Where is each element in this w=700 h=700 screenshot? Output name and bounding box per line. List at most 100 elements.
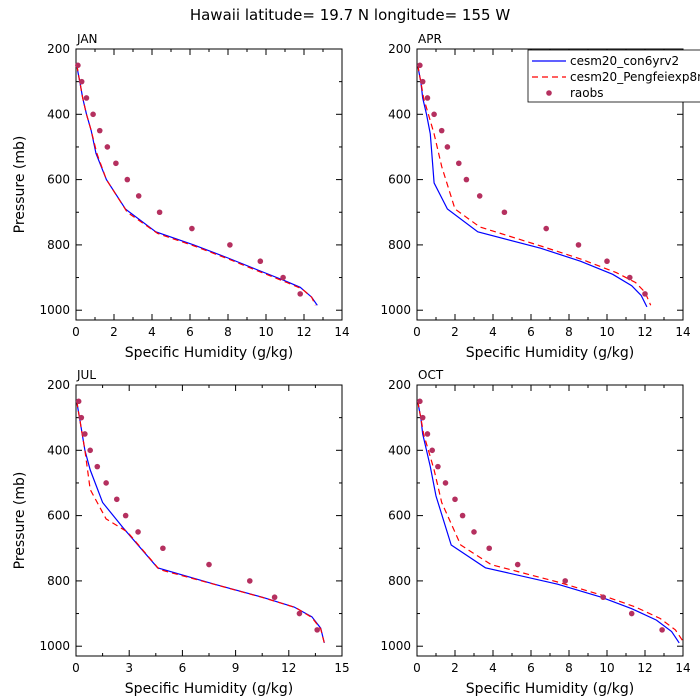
- panel-jul-series-raobs-point: [246, 578, 253, 584]
- panel-jan-xtick-label: 0: [72, 325, 80, 339]
- panel-jul-series-raobs-point: [206, 561, 212, 568]
- panel-oct-xtick-label: 12: [637, 661, 652, 675]
- panel-apr-series-raobs-point: [417, 62, 423, 69]
- figure-title: Hawaii latitude= 19.7 N longitude= 155 W: [190, 6, 510, 24]
- panel-oct-x-axis-title: Specific Humidity (g/kg): [466, 681, 634, 697]
- legend-marker-raobs: [546, 90, 552, 96]
- panel-jan-ytick-label: 1000: [39, 303, 70, 317]
- panel-apr-xtick-label: 10: [599, 325, 614, 339]
- panel-jul-series-raobs-point: [271, 594, 278, 601]
- panel-jan-series-raobs-point: [297, 291, 304, 297]
- panel-apr-xtick-label: 2: [451, 325, 459, 339]
- panel-jan-ytick-label: 800: [47, 238, 70, 252]
- panel-jan-series-raobs-point: [280, 274, 286, 281]
- panel-jul-x-axis-title: Specific Humidity (g/kg): [125, 681, 293, 697]
- panel-jan: 0 2 4 6 8 10 12 14 200 400 600 800 1000 JAN Specific H…: [12, 32, 350, 361]
- panel-oct-series-con6yrv2-line: [417, 401, 680, 644]
- panel-jul-ytick-label: 1000: [39, 639, 70, 653]
- panel-jul-label: JUL: [76, 368, 96, 382]
- panel-apr-series-raobs-point: [604, 258, 610, 265]
- panel-apr-series-raobs-point: [642, 291, 648, 297]
- panel-jan-ytick-label: 400: [47, 107, 70, 121]
- panel-jan-series-raobs-point: [189, 225, 195, 232]
- panel-oct-series-raobs-point: [419, 414, 426, 421]
- panel-oct-series-raobs-point: [435, 463, 441, 470]
- panel-jan-series-raobs-point: [78, 78, 85, 85]
- panel-jul-series-raobs-point: [87, 447, 93, 454]
- panel-oct-frame: [416, 384, 684, 657]
- legend-entry-label: raobs: [570, 86, 604, 100]
- panel-jan-y-axis-title: Pressure (mb): [12, 136, 28, 234]
- panel-apr-x-axis-title: Specific Humidity (g/kg): [466, 345, 634, 361]
- panel-jul-series-raobs-point: [135, 529, 141, 535]
- panel-oct-ytick-label: 800: [388, 574, 411, 588]
- panel-apr-ytick-label: 1000: [380, 303, 411, 317]
- panel-apr-ytick-label: 200: [388, 42, 411, 56]
- panel-apr-ytick-label: 800: [388, 238, 411, 252]
- legend-box: [527, 49, 700, 103]
- panel-jan-series-con6yrv2-line: [76, 65, 318, 306]
- panel-apr-series-raobs-point: [431, 111, 437, 118]
- panel-oct-series-raobs-point: [442, 480, 449, 486]
- panel-apr-series-raobs-point: [463, 176, 470, 183]
- panel-jan-xtick-label: 6: [186, 325, 194, 339]
- panel-jul-series-raobs-point: [75, 398, 82, 405]
- panel-jan-ytick-label: 600: [47, 173, 70, 187]
- panel-jan-series-raobs-point: [227, 242, 233, 248]
- panel-jan-xtick-label: 12: [296, 325, 311, 339]
- panel-jan-xtick-label: 8: [224, 325, 232, 339]
- panel-oct-series-raobs-point: [600, 594, 606, 601]
- panel-oct-ytick-label: 200: [388, 378, 411, 392]
- panel-jul-series-raobs-point: [122, 512, 129, 519]
- panel-oct-xtick-label: 6: [527, 661, 535, 675]
- panel-oct-series-raobs-point: [514, 561, 521, 568]
- panel-jul-series-raobs-point: [160, 545, 166, 552]
- legend-entry-label: cesm20_Pengfeiexp8m: [570, 70, 700, 84]
- legend-entry-label: cesm20_con6yrv2: [570, 54, 679, 68]
- panel-apr-label: APR: [418, 32, 442, 46]
- panel-oct-xtick-label: 8: [565, 661, 573, 675]
- panel-oct-series-raobs-point: [659, 627, 665, 633]
- panel-oct-series-raobs-point: [459, 512, 466, 519]
- panel-jul-series-pengfeiexp8m-line: [76, 401, 325, 644]
- panel-jul-series-raobs-point: [78, 414, 85, 421]
- panel-apr-xtick-label: 4: [489, 325, 497, 339]
- panel-jul-xtick-label: 3: [125, 661, 133, 675]
- panel-oct-xtick-label: 4: [489, 661, 497, 675]
- panel-oct-xtick-label: 14: [675, 661, 690, 675]
- panel-oct-ytick-label: 600: [388, 509, 411, 523]
- panel-jan-frame: [75, 48, 343, 321]
- panel-apr-xtick-label: 14: [675, 325, 690, 339]
- panel-oct-series-raobs-point: [486, 545, 493, 552]
- panel-jan-xtick-label: 10: [258, 325, 273, 339]
- panel-jul-series-raobs-point: [296, 610, 303, 617]
- panel-oct-series-raobs-point: [429, 447, 436, 454]
- panel-apr-series-raobs-point: [456, 160, 462, 167]
- panel-jul-xtick-label: 0: [72, 661, 80, 675]
- panel-apr-xtick-label: 6: [527, 325, 535, 339]
- panel-jul-xtick-label: 15: [334, 661, 349, 675]
- panel-jul-frame: [75, 384, 343, 657]
- panel-jan-series-raobs-point: [113, 160, 119, 167]
- panel-jul-series-raobs-point: [94, 463, 101, 470]
- panel-jan-series-raobs-point: [96, 127, 103, 134]
- panel-oct-series-raobs-point: [471, 529, 477, 535]
- panel-jan-x-axis-title: Specific Humidity (g/kg): [125, 345, 293, 361]
- panel-oct-xtick-label: 10: [599, 661, 614, 675]
- panel-jan-series-raobs-point: [156, 209, 163, 216]
- panel-apr-series-raobs-point: [438, 127, 445, 134]
- panel-apr-xtick-label: 8: [565, 325, 573, 339]
- panel-oct-series-raobs-point: [452, 496, 458, 503]
- panel-jul-series-con6yrv2-line: [76, 401, 325, 644]
- panel-apr-series-pengfeiexp8m-line: [417, 65, 652, 306]
- panel-apr-xtick-label: 0: [413, 325, 421, 339]
- panel-jul: 0 3 6 9 12 15 200 400 600 800 1000 JUL Specific Humi…: [12, 368, 350, 697]
- panel-jul-y-axis-title: Pressure (mb): [12, 472, 28, 570]
- panel-jul-xtick-label: 9: [232, 661, 240, 675]
- panel-apr: 0 2 4 6 8 10 12 14 200 400 600 800 1000 APR Specific H…: [380, 32, 700, 361]
- panel-oct: 0 2 4 6 8 10 12 14 200 400 600 800 1000 OCT Specific H…: [380, 368, 690, 697]
- panel-jan-series-raobs-point: [257, 258, 264, 265]
- panel-jul-ytick-label: 200: [47, 378, 70, 392]
- panel-apr-series-raobs-point: [627, 274, 633, 281]
